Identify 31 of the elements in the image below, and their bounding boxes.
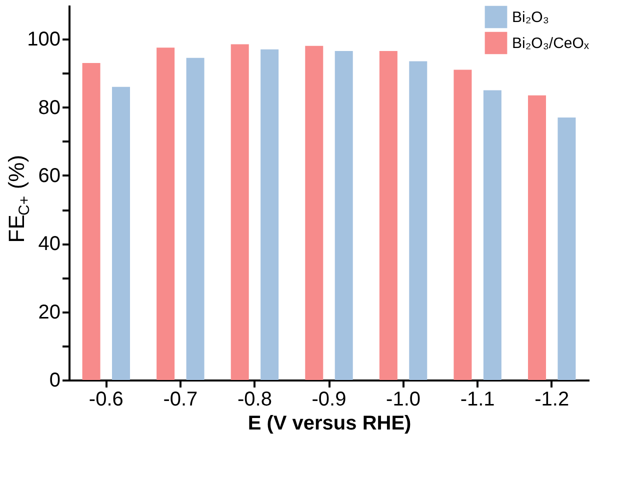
- bar: [230, 44, 249, 380]
- bar: [156, 48, 175, 380]
- legend-label: Bi₂O₃: [512, 9, 549, 26]
- bar: [528, 95, 546, 380]
- bar: [454, 70, 472, 380]
- x-tick-label: -1.2: [534, 388, 570, 410]
- bar: [409, 61, 428, 380]
- y-tick-label: 20: [38, 301, 60, 324]
- bar: [379, 51, 398, 380]
- bar: [112, 86, 130, 380]
- y-tick-label: 0: [49, 370, 60, 392]
- y-tick-label: 100: [27, 28, 60, 51]
- y-axis-title: FEC+ (%): [4, 154, 33, 243]
- bar: [260, 49, 279, 380]
- legend-label: Bi₂O₃/CeOₓ: [512, 35, 589, 52]
- bar: [558, 118, 576, 380]
- y-tick-label: 40: [38, 233, 60, 256]
- x-tick-label: -1.0: [386, 388, 421, 410]
- x-tick-label: -0.6: [88, 388, 124, 410]
- bar: [186, 58, 204, 380]
- x-tick-label: -0.9: [312, 388, 346, 410]
- x-tick-label: -0.8: [237, 388, 272, 410]
- y-tick-label: 60: [38, 164, 60, 187]
- bar: [483, 90, 502, 380]
- bar: [334, 51, 353, 380]
- bar: [305, 46, 324, 380]
- x-axis-title: E (V versus RHE): [248, 412, 412, 434]
- bar: [82, 62, 100, 380]
- x-tick-label: -1.1: [460, 388, 495, 410]
- y-tick-label: 80: [38, 96, 60, 119]
- x-tick-label: -0.7: [163, 388, 198, 410]
